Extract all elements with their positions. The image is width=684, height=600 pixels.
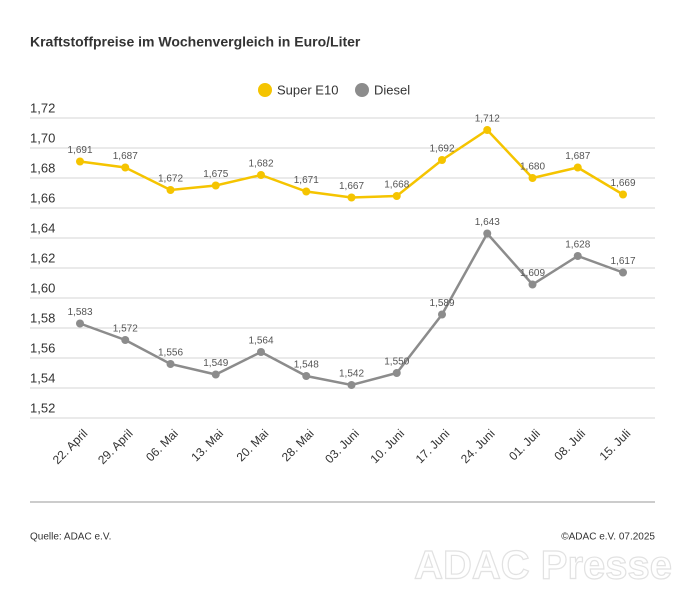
y-tick-label: 1,70 xyxy=(30,130,55,145)
data-point xyxy=(121,336,130,344)
data-label: 1,583 xyxy=(67,307,92,318)
data-label: 1,671 xyxy=(294,175,319,186)
x-tick-label: 28. Mai xyxy=(279,426,317,464)
data-point xyxy=(347,381,356,389)
data-point xyxy=(528,280,537,289)
copyright: ©ADAC e.V. 07.2025 xyxy=(561,532,655,543)
y-tick-label: 1,60 xyxy=(30,280,55,295)
data-point xyxy=(257,348,265,356)
data-point xyxy=(257,171,265,179)
y-tick-label: 1,64 xyxy=(30,220,55,235)
data-label: 1,667 xyxy=(339,181,364,192)
data-point xyxy=(76,319,84,328)
data-label: 1,628 xyxy=(565,240,590,251)
y-tick-label: 1,54 xyxy=(30,370,55,385)
x-tick-label: 08. Juli xyxy=(551,426,588,463)
data-label: 1,617 xyxy=(610,256,635,267)
data-point xyxy=(211,370,220,379)
data-point xyxy=(121,163,130,172)
data-point xyxy=(528,174,537,182)
data-label: 1,672 xyxy=(158,174,183,185)
data-label: 1,691 xyxy=(67,145,92,156)
data-point xyxy=(302,187,311,196)
y-tick-label: 1,68 xyxy=(30,160,55,175)
x-tick-label: 24. Juni xyxy=(458,426,498,466)
y-tick-label: 1,72 xyxy=(30,100,55,115)
data-point xyxy=(438,156,446,164)
x-tick-label: 06. Mai xyxy=(143,426,181,464)
data-point xyxy=(573,252,582,260)
y-tick-label: 1,66 xyxy=(30,190,55,205)
chart-title: Kraftstoffpreise im Wochenvergleich in E… xyxy=(30,34,361,50)
data-point xyxy=(573,163,582,172)
data-label: 1,669 xyxy=(610,178,635,189)
data-label: 1,572 xyxy=(113,324,138,335)
data-point xyxy=(392,369,401,377)
x-tick-label: 20. Mai xyxy=(234,426,272,464)
data-point xyxy=(619,268,627,277)
data-point xyxy=(211,181,220,190)
data-label: 1,687 xyxy=(565,151,590,162)
x-tick-label: 03. Juni xyxy=(322,426,362,466)
data-label: 1,542 xyxy=(339,369,364,380)
data-label: 1,692 xyxy=(429,144,454,155)
legend-marker xyxy=(258,83,272,97)
data-point xyxy=(619,190,627,199)
data-label: 1,687 xyxy=(113,151,138,162)
x-tick-label: 01. Juli xyxy=(506,426,543,463)
data-label: 1,549 xyxy=(203,358,228,369)
data-label: 1,564 xyxy=(248,336,273,347)
data-label: 1,668 xyxy=(384,180,409,191)
series-line xyxy=(79,231,624,387)
data-label: 1,550 xyxy=(384,357,409,368)
x-tick-label: 22. April xyxy=(50,426,91,467)
data-label: 1,682 xyxy=(248,159,273,170)
data-point xyxy=(392,192,401,200)
data-point xyxy=(302,372,311,380)
data-point xyxy=(438,310,446,319)
y-tick-label: 1,62 xyxy=(30,250,55,265)
data-point xyxy=(166,360,175,368)
legend-marker xyxy=(355,83,369,97)
watermark: ADAC Presse xyxy=(414,544,672,588)
legend-label: Diesel xyxy=(374,82,410,97)
data-label: 1,556 xyxy=(158,348,183,359)
legend-label: Super E10 xyxy=(277,82,338,97)
data-point xyxy=(347,193,356,202)
data-point xyxy=(76,157,84,166)
x-tick-label: 10. Juni xyxy=(367,426,407,466)
y-tick-label: 1,58 xyxy=(30,310,55,325)
data-label: 1,712 xyxy=(475,114,500,125)
x-tick-label: 17. Juni xyxy=(413,426,453,466)
data-point xyxy=(166,186,175,194)
data-label: 1,589 xyxy=(429,298,454,309)
data-point xyxy=(483,126,492,134)
data-label: 1,643 xyxy=(475,217,500,228)
data-label: 1,675 xyxy=(203,169,228,180)
data-label: 1,680 xyxy=(520,162,545,173)
x-tick-label: 13. Mai xyxy=(188,426,226,464)
x-tick-label: 29. April xyxy=(95,426,136,467)
data-label: 1,548 xyxy=(294,360,319,371)
y-tick-label: 1,52 xyxy=(30,400,55,415)
x-tick-label: 15. Juli xyxy=(597,426,634,463)
data-point xyxy=(483,229,492,238)
source: Quelle: ADAC e.V. xyxy=(30,532,111,543)
y-tick-label: 1,56 xyxy=(30,340,55,355)
data-label: 1,609 xyxy=(520,268,545,279)
